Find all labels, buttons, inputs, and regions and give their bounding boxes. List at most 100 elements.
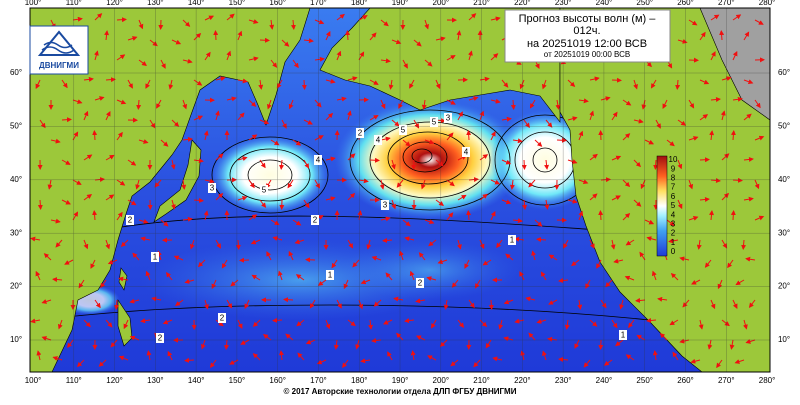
longitude-label: 120°	[106, 0, 123, 7]
wind-arrow	[62, 119, 71, 120]
latitude-label: 30°	[778, 228, 790, 237]
wind-arrow	[347, 31, 348, 40]
contour-label: 4	[376, 136, 381, 145]
wind-arrow	[284, 299, 293, 300]
longitude-label: 180°	[351, 0, 368, 7]
longitude-label: 130°	[147, 376, 164, 385]
longitude-label: 160°	[269, 0, 286, 7]
contour-label: 4	[316, 156, 321, 165]
longitude-label: 180°	[351, 376, 368, 385]
wind-arrow	[600, 211, 601, 220]
header-line: от 20251019 00:00 ВСВ	[544, 50, 630, 59]
contour-label: 5	[262, 186, 267, 195]
colorbar	[657, 156, 667, 256]
longitude-label: 160°	[269, 376, 286, 385]
longitude-label: 260°	[677, 0, 694, 7]
longitude-label: 210°	[473, 376, 490, 385]
longitude-label: 220°	[514, 0, 531, 7]
contour-label: 2	[358, 129, 363, 138]
longitude-label: 190°	[392, 376, 409, 385]
wave-field	[340, 240, 520, 300]
wind-arrow	[655, 160, 656, 169]
longitude-label: 120°	[106, 376, 123, 385]
colorbar-label: 2	[671, 229, 676, 238]
latitude-label: 40°	[10, 175, 22, 184]
header-line: на 20251019 12:00 ВСВ	[527, 38, 647, 50]
contour-label: 1	[153, 253, 158, 262]
footer: © 2017 Авторские технологии отдела ДЛП Ф…	[284, 387, 517, 396]
longitude-label: 150°	[229, 376, 246, 385]
wind-arrow	[304, 80, 305, 89]
longitude-label: 130°	[147, 0, 164, 7]
wind-arrow	[513, 100, 514, 109]
longitude-label: 110°	[66, 376, 82, 385]
longitude-label: 150°	[229, 0, 246, 7]
longitude-label: 200°	[433, 376, 450, 385]
contour-label: 4	[464, 148, 469, 157]
longitude-label: 100°	[25, 0, 42, 7]
colorbar-label: 8	[671, 174, 676, 183]
latitude-label: 50°	[778, 122, 790, 131]
latitude-label: 60°	[10, 68, 22, 77]
longitude-label: 170°	[310, 0, 327, 7]
colorbar-label: 7	[671, 183, 676, 192]
longitude-label: 250°	[636, 0, 653, 7]
longitude-label: 240°	[596, 0, 613, 7]
wind-arrow	[106, 79, 115, 80]
longitude-label: 280°	[759, 376, 776, 385]
contour-label: 2	[220, 314, 225, 323]
longitude-label: 140°	[188, 0, 205, 7]
wave-field	[210, 135, 330, 215]
contour-label: 2	[313, 216, 318, 225]
latitude-label: 60°	[778, 68, 790, 77]
contour-label: 5	[401, 126, 406, 135]
longitude-label: 220°	[514, 376, 531, 385]
latitude-label: 40°	[778, 175, 790, 184]
contour-label: 2	[418, 279, 423, 288]
contour-label: 2	[158, 334, 163, 343]
colorbar-label: 0	[671, 247, 676, 256]
longitude-label: 170°	[310, 376, 327, 385]
wind-arrow	[138, 100, 139, 109]
latitude-label: 10°	[10, 335, 22, 344]
header-line: 012ч.	[573, 25, 600, 37]
colorbar-label: 3	[671, 220, 676, 229]
longitude-label: 280°	[759, 0, 776, 7]
longitude-label: 270°	[718, 376, 735, 385]
contour-label: 3	[446, 114, 451, 123]
latitude-label: 20°	[10, 282, 22, 291]
header-line: Прогноз высоты волн (м) –	[519, 13, 657, 25]
wind-arrow	[733, 211, 734, 220]
colorbar-label: 9	[671, 164, 676, 173]
wind-arrow	[40, 200, 41, 209]
longitude-label: 240°	[596, 376, 613, 385]
wind-arrow	[468, 131, 469, 140]
wind-arrow	[94, 131, 95, 140]
colorbar-label: 4	[671, 210, 676, 219]
wind-arrow	[491, 300, 492, 309]
longitude-label: 190°	[392, 0, 409, 7]
wind-arrow	[733, 180, 742, 181]
longitude-label: 210°	[473, 0, 490, 7]
colorbar-label: 1	[671, 238, 676, 247]
latitude-label: 20°	[778, 282, 790, 291]
longitude-label: 250°	[636, 376, 653, 385]
contour-label: 5	[432, 118, 437, 127]
wind-arrow	[215, 31, 216, 40]
latitude-label: 10°	[778, 335, 790, 344]
longitude-label: 270°	[718, 0, 735, 7]
longitude-label: 140°	[188, 376, 205, 385]
longitude-label: 230°	[555, 0, 572, 7]
longitude-label: 110°	[66, 0, 82, 7]
contour-label: 3	[210, 184, 215, 193]
contour-label: 1	[621, 331, 626, 340]
logo-text: ДВНИГМИ	[39, 61, 79, 70]
longitude-label: 260°	[677, 376, 694, 385]
colorbar-label: 10	[669, 155, 678, 164]
wind-arrow	[185, 360, 194, 361]
colorbar-label: 6	[671, 192, 676, 201]
longitude-label: 230°	[555, 376, 572, 385]
wind-arrow	[524, 160, 525, 169]
contour-label: 1	[510, 236, 515, 245]
